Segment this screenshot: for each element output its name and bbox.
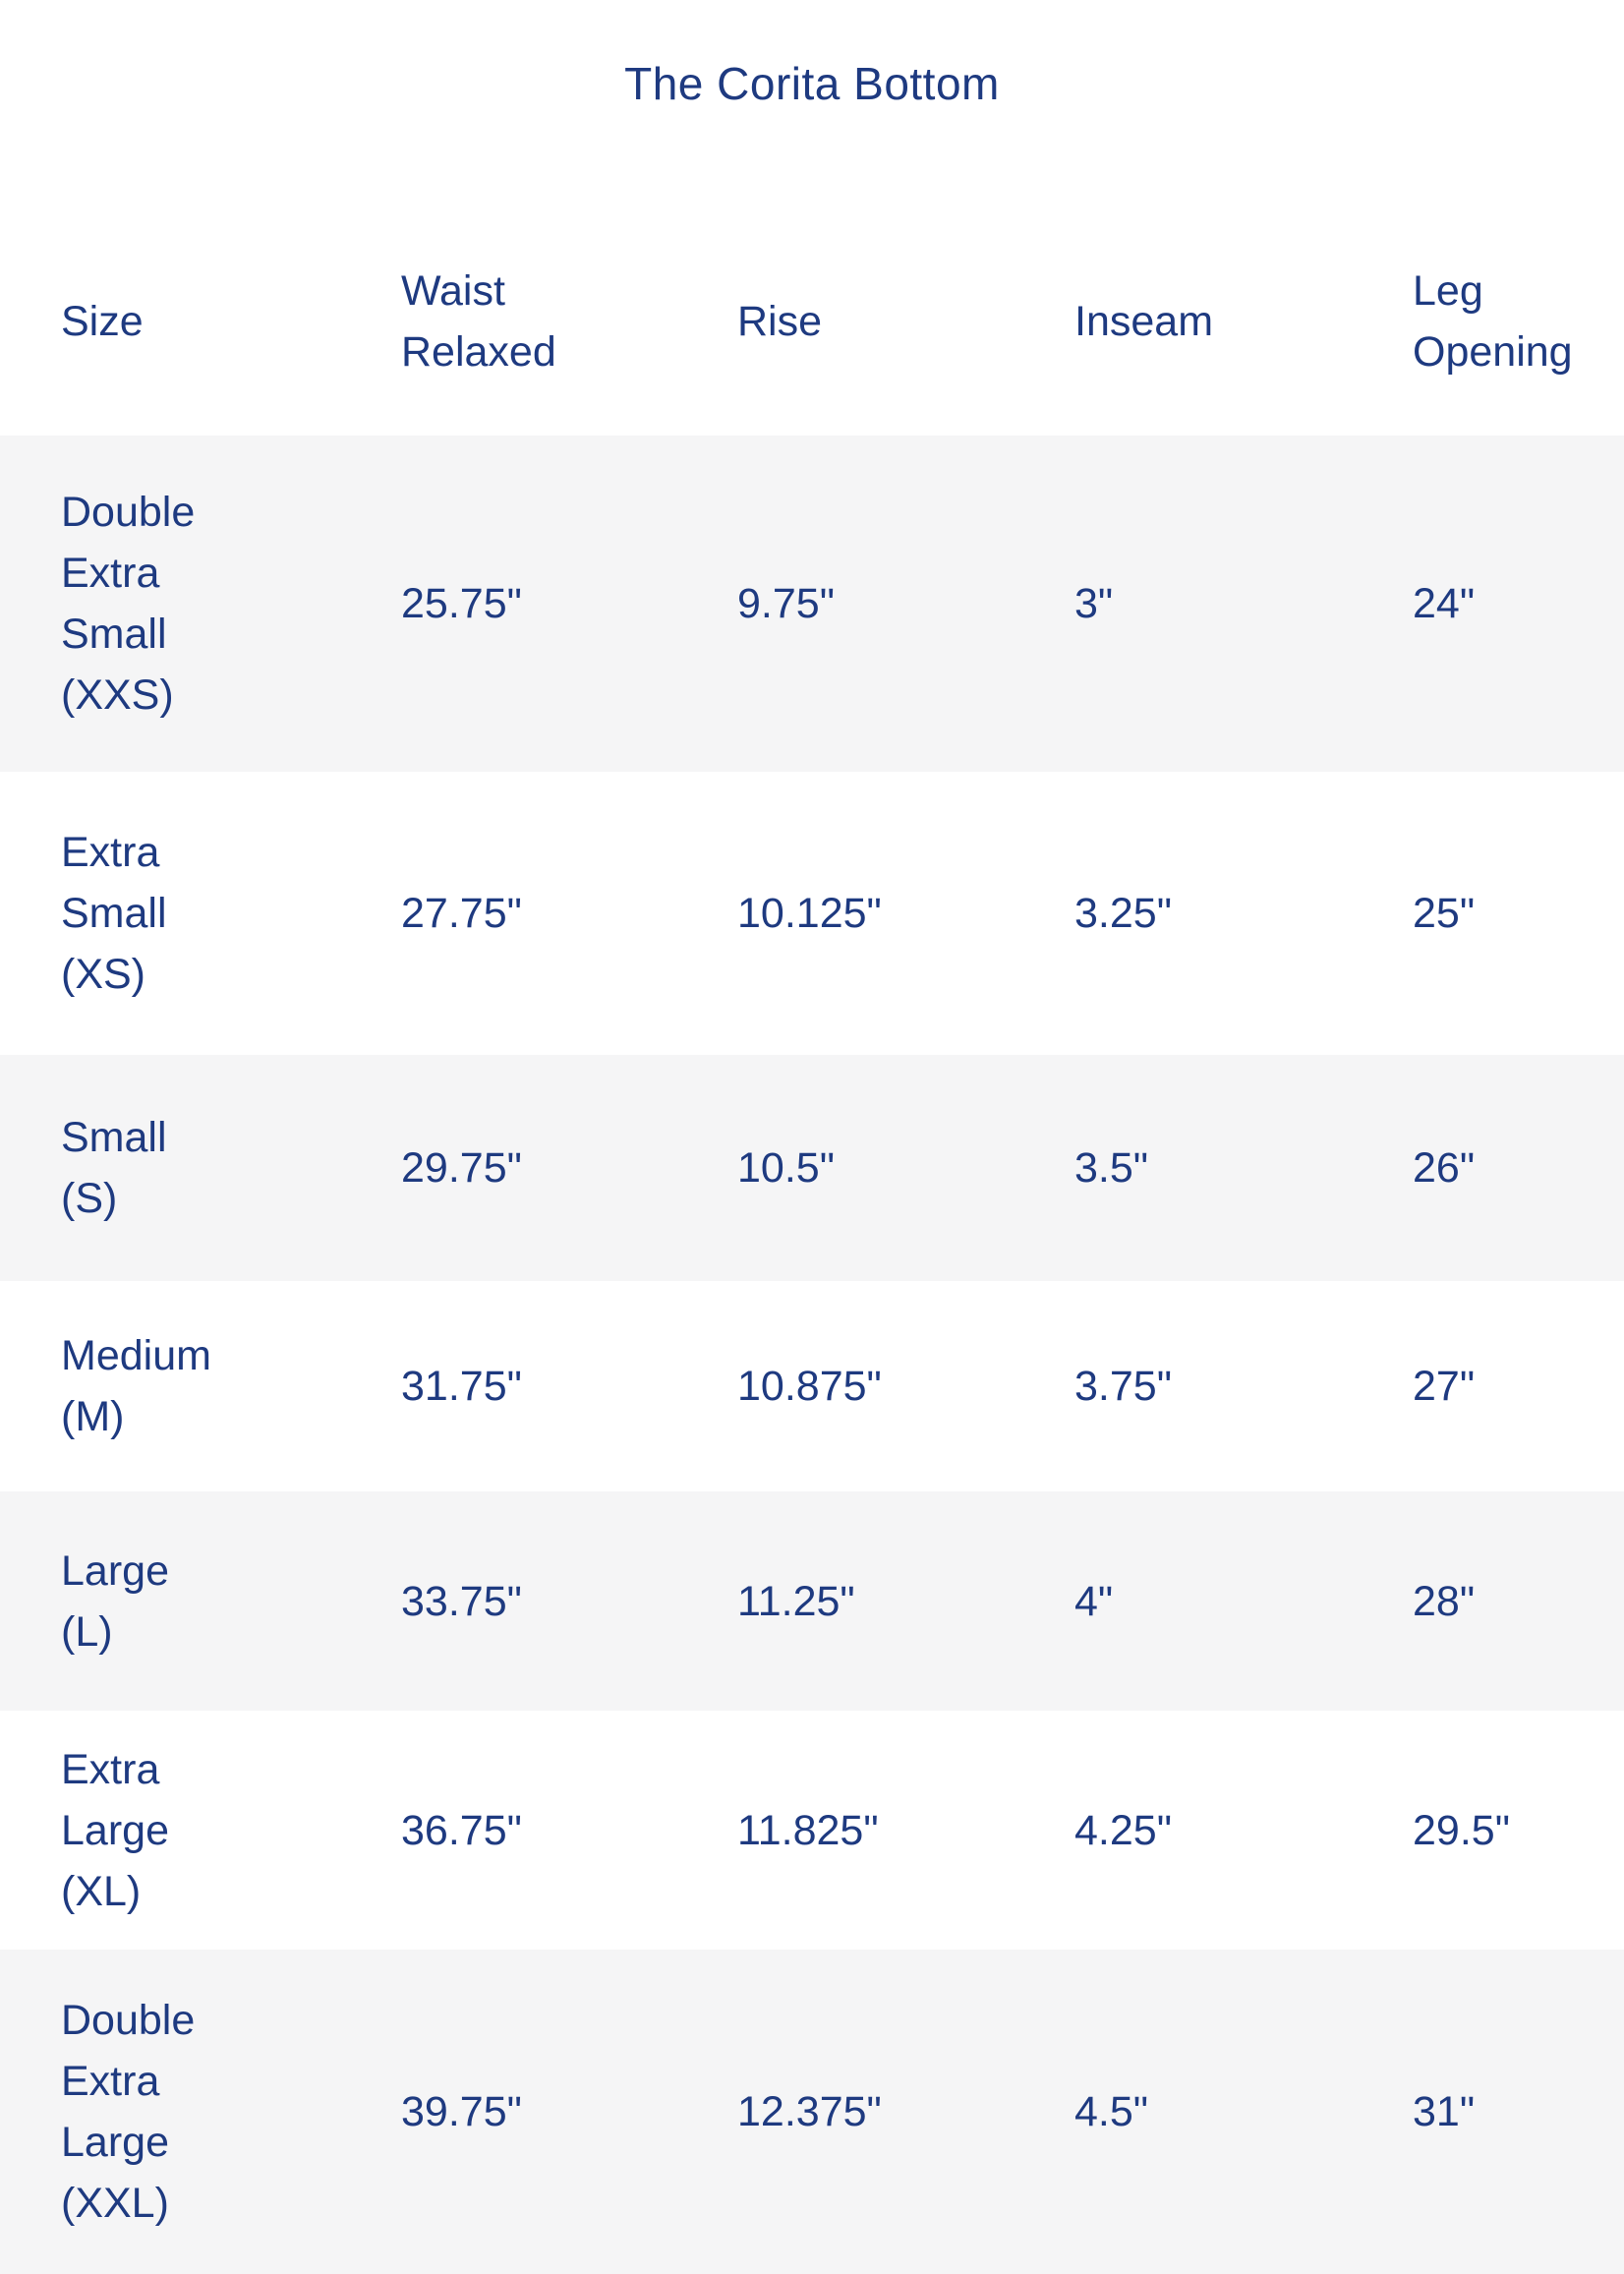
rise-value: 12.375" [737,2088,882,2135]
page-title: The Corita Bottom [624,58,1000,109]
size-cell: Extra Large (XL) [61,1739,401,1922]
leg-opening-value: 25" [1413,890,1476,937]
size-label-line: Large [61,1806,169,1854]
size-cell: Extra Small (XS) [61,822,401,1005]
size-label-line: Extra [61,1745,160,1793]
leg-opening-value: 28" [1413,1577,1476,1625]
size-label-line: Small [61,890,167,937]
size-label-line: Extra [61,829,160,876]
leg-opening-value: 29.5" [1413,1806,1510,1854]
size-label-line: (XXS) [61,671,174,719]
size-label-line: Large [61,2119,169,2166]
column-header-line: Leg [1413,266,1483,315]
column-header-rise: Rise [737,291,1074,352]
column-header-line: Opening [1413,327,1573,376]
size-cell: Small (S) [61,1107,401,1229]
rise-value: 11.825" [737,1806,879,1854]
title-bar: The Corita Bottom [0,0,1624,167]
waist-relaxed-value: 29.75" [401,1144,522,1192]
size-cell: Large (L) [61,1541,401,1662]
column-header-line: Rise [737,297,823,345]
leg-opening-value: 27" [1413,1363,1476,1410]
table-row-xxl: Double Extra Large (XXL) 39.75" 12.375" … [0,1950,1624,2274]
inseam-value: 4" [1074,1577,1114,1625]
column-header-leg-opening: Leg Opening [1413,261,1573,382]
rise-value: 9.75" [737,580,835,627]
size-label-line: Large [61,1546,169,1595]
rise-value: 10.5" [737,1144,835,1192]
table-row-xl: Extra Large (XL) 36.75" 11.825" 4.25" 29… [0,1711,1624,1950]
size-label-line: (XXL) [61,2180,169,2227]
size-label-line: Small [61,1114,167,1161]
rise-value: 11.25" [737,1577,855,1625]
size-label-line: (XS) [61,951,145,998]
table-row-s: Small (S) 29.75" 10.5" 3.5" 26" [0,1055,1624,1281]
leg-opening-value: 31" [1413,2088,1476,2135]
inseam-value: 4.25" [1074,1806,1172,1854]
size-label-line: Medium [61,1332,211,1379]
inseam-value: 4.5" [1074,2088,1149,2135]
waist-relaxed-value: 25.75" [401,580,522,627]
size-label-line: (XL) [61,1867,142,1915]
inseam-value: 3.75" [1074,1363,1172,1410]
rise-value: 10.875" [737,1363,882,1410]
column-header-size: Size [61,291,401,352]
size-label-line: Extra [61,2058,160,2105]
column-header-line: Size [61,297,144,345]
size-label-line: (M) [61,1393,125,1440]
column-header-waist-relaxed: Waist Relaxed [401,261,737,382]
table-row-m: Medium (M) 31.75" 10.875" 3.75" 27" [0,1281,1624,1491]
waist-relaxed-value: 36.75" [401,1806,522,1854]
column-header-line: Waist [401,266,505,315]
size-cell: Double Extra Small (XXS) [61,482,401,726]
size-label-line: (L) [61,1607,113,1656]
inseam-value: 3.5" [1074,1144,1149,1192]
size-label-line: Small [61,611,167,658]
inseam-value: 3" [1074,580,1114,627]
waist-relaxed-value: 27.75" [401,890,522,937]
column-header-line: Inseam [1074,297,1214,345]
waist-relaxed-value: 31.75" [401,1363,522,1410]
size-cell: Double Extra Large (XXL) [61,1990,401,2234]
size-label-line: Extra [61,550,160,597]
size-label-line: Double [61,1997,196,2044]
waist-relaxed-value: 33.75" [401,1577,522,1625]
size-label-line: (S) [61,1175,118,1222]
table-header-row: Size Waist Relaxed Rise Inseam Leg Openi… [0,167,1624,436]
column-header-line: Relaxed [401,327,556,376]
leg-opening-value: 26" [1413,1144,1476,1192]
size-cell: Medium (M) [61,1325,401,1447]
table-row-xxs: Double Extra Small (XXS) 25.75" 9.75" 3"… [0,436,1624,772]
waist-relaxed-value: 39.75" [401,2088,522,2135]
column-header-inseam: Inseam [1074,291,1413,352]
inseam-value: 3.25" [1074,890,1172,937]
size-label-line: Double [61,489,196,536]
table-row-xs: Extra Small (XS) 27.75" 10.125" 3.25" 25… [0,772,1624,1055]
leg-opening-value: 24" [1413,580,1476,627]
table-row-l: Large (L) 33.75" 11.25" 4" 28" [0,1491,1624,1711]
rise-value: 10.125" [737,890,882,937]
